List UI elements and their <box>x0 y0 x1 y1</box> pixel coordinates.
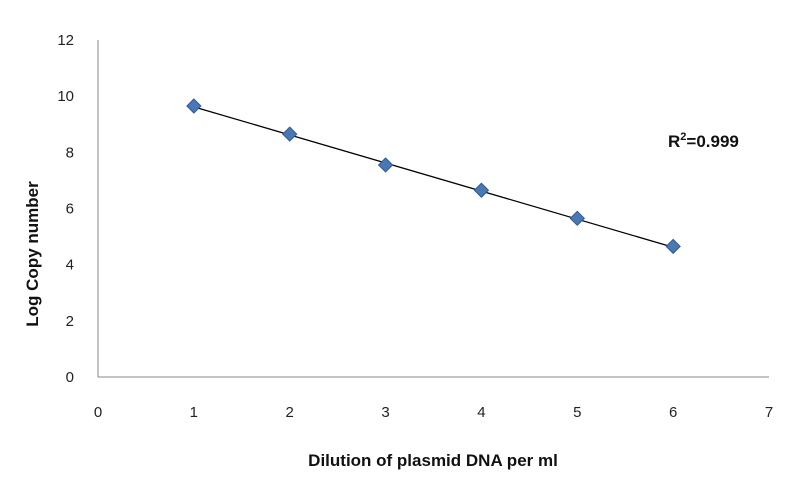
x-tick-label: 6 <box>669 404 677 421</box>
x-tick-label: 4 <box>477 404 485 421</box>
data-point <box>282 126 298 142</box>
y-axis-title: Log Copy number <box>23 181 42 327</box>
r-squared-annotation: R2=0.999 <box>668 131 739 151</box>
y-tick-label: 6 <box>66 201 74 218</box>
y-tick-label: 4 <box>66 257 74 274</box>
data-point <box>186 98 202 114</box>
trendline <box>193 106 674 248</box>
x-tick-label: 2 <box>286 404 294 421</box>
y-tick-label: 0 <box>66 369 74 386</box>
data-point <box>473 182 490 198</box>
x-tick-label: 5 <box>573 404 581 421</box>
y-tick-labels: 0 2 4 6 8 10 12 <box>57 32 74 386</box>
x-tick-label: 1 <box>190 404 198 421</box>
x-tick-label: 0 <box>94 404 102 421</box>
x-tick-labels: 0 1 2 3 4 5 6 7 <box>94 404 773 421</box>
y-tick-label: 10 <box>57 88 74 105</box>
data-point <box>377 157 394 173</box>
y-tick-label: 8 <box>66 144 74 161</box>
r-squared-superscript: 2 <box>680 131 686 143</box>
y-tick-label: 2 <box>66 313 74 330</box>
r-squared-value: =0.999 <box>686 132 738 151</box>
y-tick-label: 12 <box>57 32 74 49</box>
x-axis-title: Dilution of plasmid DNA per ml <box>308 451 558 470</box>
r-squared-prefix: R <box>668 132 680 151</box>
x-tick-label: 7 <box>765 404 773 421</box>
data-point <box>665 238 681 255</box>
x-tick-label: 3 <box>381 404 389 421</box>
data-point <box>569 210 585 227</box>
data-points <box>186 98 681 255</box>
